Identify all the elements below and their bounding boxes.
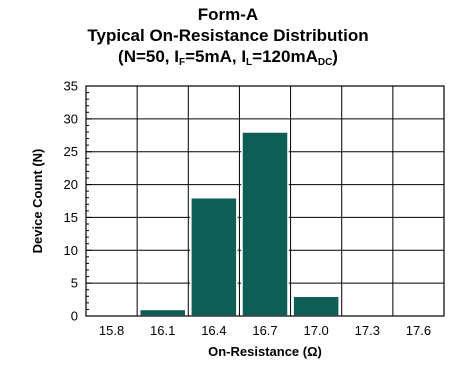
bar	[191, 198, 237, 316]
bar	[293, 296, 339, 316]
x-tick-label: 16.4	[201, 323, 226, 338]
bar	[242, 132, 288, 316]
bar	[140, 309, 186, 316]
y-tick-label: 30	[64, 111, 78, 126]
y-tick-label: 15	[64, 210, 78, 225]
y-tick-label: 25	[64, 144, 78, 159]
y-tick-label: 0	[71, 309, 78, 324]
x-tick-label: 17.6	[406, 323, 431, 338]
y-tick-label: 35	[64, 79, 78, 94]
y-tick-label: 10	[64, 243, 78, 258]
x-tick-label: 17.0	[303, 323, 328, 338]
y-axis-title: Device Count (N)	[30, 149, 45, 254]
x-tick-label: 16.1	[150, 323, 175, 338]
y-tick-label: 5	[71, 276, 78, 291]
x-tick-label: 17.3	[355, 323, 380, 338]
y-tick-label: 20	[64, 177, 78, 192]
x-axis-title: On-Resistance (Ω)	[208, 344, 322, 359]
x-tick-label: 16.7	[252, 323, 277, 338]
x-tick-label: 15.8	[99, 323, 124, 338]
